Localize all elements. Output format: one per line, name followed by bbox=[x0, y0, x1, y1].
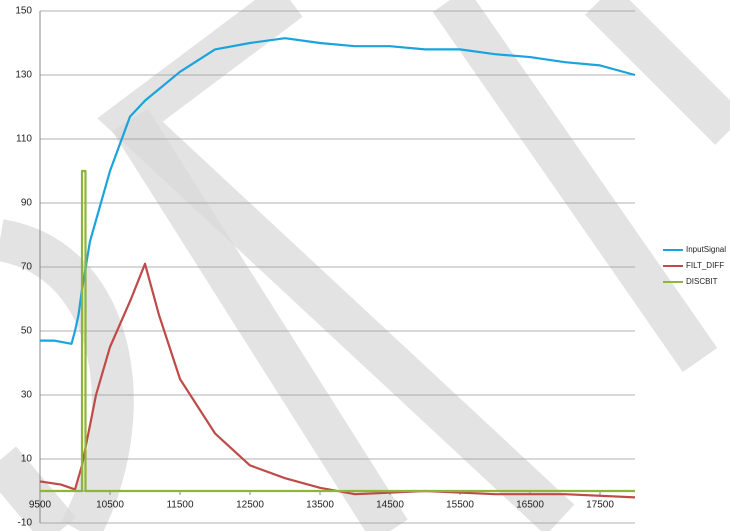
x-tick-label: 15500 bbox=[446, 500, 474, 511]
y-tick-label: 150 bbox=[15, 6, 32, 17]
x-tick-label: 11500 bbox=[166, 500, 194, 511]
legend-label: FILT_DIFF bbox=[686, 261, 724, 270]
y-tick-label: 10 bbox=[21, 454, 33, 465]
legend-label: DISCBIT bbox=[686, 277, 718, 286]
x-tick-label: 12500 bbox=[236, 500, 264, 511]
watermark-stroke bbox=[112, 108, 408, 531]
legend-label: InputSignal bbox=[686, 245, 726, 254]
y-tick-label: -10 bbox=[18, 518, 33, 529]
x-tick-label: 17500 bbox=[586, 500, 614, 511]
watermark-stroke bbox=[0, 446, 77, 531]
x-tick-label: 14500 bbox=[376, 500, 404, 511]
series-line bbox=[40, 169, 635, 493]
series-line bbox=[40, 37, 636, 345]
watermark-stroke bbox=[585, 0, 730, 145]
x-tick-label: 9500 bbox=[29, 500, 52, 511]
watermark-stroke bbox=[97, 0, 575, 531]
x-tick-label: 10500 bbox=[96, 500, 124, 511]
x-tick-label: 16500 bbox=[516, 500, 544, 511]
watermark-stroke bbox=[0, 219, 134, 531]
y-tick-label: 130 bbox=[15, 70, 32, 81]
y-tick-label: 30 bbox=[21, 390, 33, 401]
y-tick-label: 90 bbox=[21, 198, 33, 209]
x-tick-label: 13500 bbox=[306, 500, 334, 511]
y-tick-label: 50 bbox=[21, 326, 33, 337]
legend: InputSignal FILT_DIFF DISCBIT bbox=[663, 245, 726, 286]
watermark-stroke bbox=[432, 0, 718, 372]
y-tick-label: 70 bbox=[21, 262, 33, 273]
y-tick-label: 110 bbox=[16, 134, 32, 145]
